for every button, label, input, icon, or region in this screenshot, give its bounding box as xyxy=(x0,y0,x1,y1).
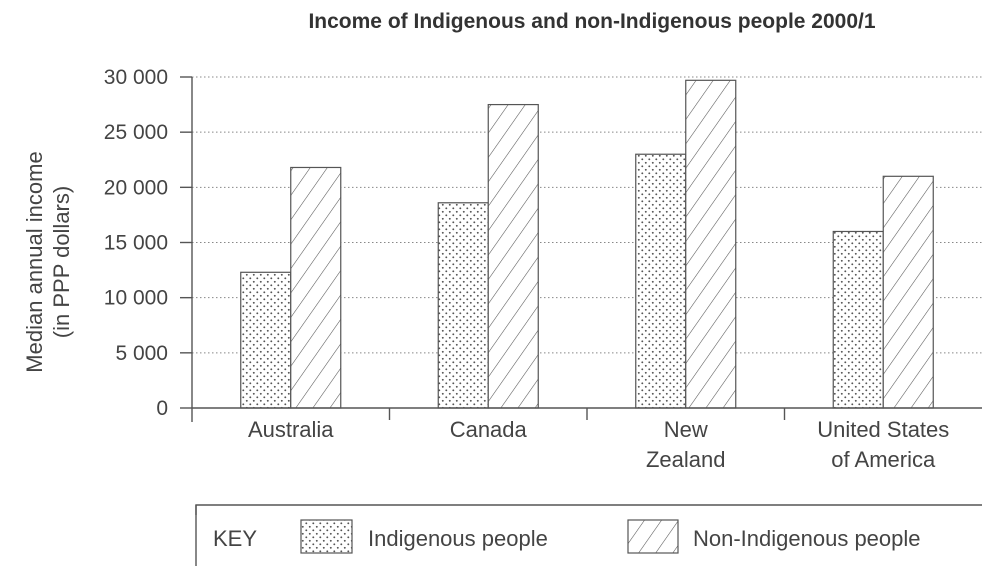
bar-non-indigenous xyxy=(487,103,539,409)
axes xyxy=(191,77,982,422)
x-category-label: New xyxy=(664,417,708,442)
chart-title: Income of Indigenous and non-Indigenous … xyxy=(308,10,875,33)
x-category-label: Canada xyxy=(450,417,528,442)
y-tick-label: 30 000 xyxy=(104,66,168,89)
y-tick-label: 0 xyxy=(156,397,168,420)
y-tick-label: 25 000 xyxy=(104,121,168,144)
legend: KEY Indigenous people Non-Indigenous peo… xyxy=(195,504,982,566)
y-tick-label: 5 000 xyxy=(115,342,168,365)
x-axis-categories: Australia Canada New Zealand United States of… xyxy=(248,417,949,472)
legend-label-non-indigenous: Non-Indigenous people xyxy=(693,526,921,551)
y-axis-label-line-2: (in PPP dollars) xyxy=(49,186,74,338)
x-category-label: Australia xyxy=(248,417,334,442)
bar-non-indigenous xyxy=(882,175,934,409)
y-tick-label: 10 000 xyxy=(104,287,168,310)
legend-swatch-non-indigenous xyxy=(627,519,679,554)
x-category-label: United States xyxy=(817,417,949,442)
x-category-label: of America xyxy=(831,447,936,472)
y-axis-ticks: 0 5 000 10 000 15 000 20 000 25 000 30 000 xyxy=(104,66,192,420)
bar-non-indigenous xyxy=(685,79,737,409)
bar-indigenous xyxy=(832,230,884,409)
bars xyxy=(240,79,934,409)
y-axis-label: Median annual income (in PPP dollars) xyxy=(22,151,74,372)
legend-swatch-indigenous xyxy=(300,519,353,554)
x-category-label: Zealand xyxy=(646,447,726,472)
bar-non-indigenous xyxy=(290,166,342,409)
y-tick-label: 15 000 xyxy=(104,232,168,255)
bar-indigenous xyxy=(635,153,687,409)
legend-key-label: KEY xyxy=(213,526,257,551)
y-tick-label: 20 000 xyxy=(104,176,168,199)
bar-indigenous xyxy=(240,271,292,409)
legend-label-indigenous: Indigenous people xyxy=(368,526,548,551)
y-axis-label-line-1: Median annual income xyxy=(22,151,47,372)
bar-indigenous xyxy=(437,202,489,409)
legend-frame xyxy=(195,504,982,515)
